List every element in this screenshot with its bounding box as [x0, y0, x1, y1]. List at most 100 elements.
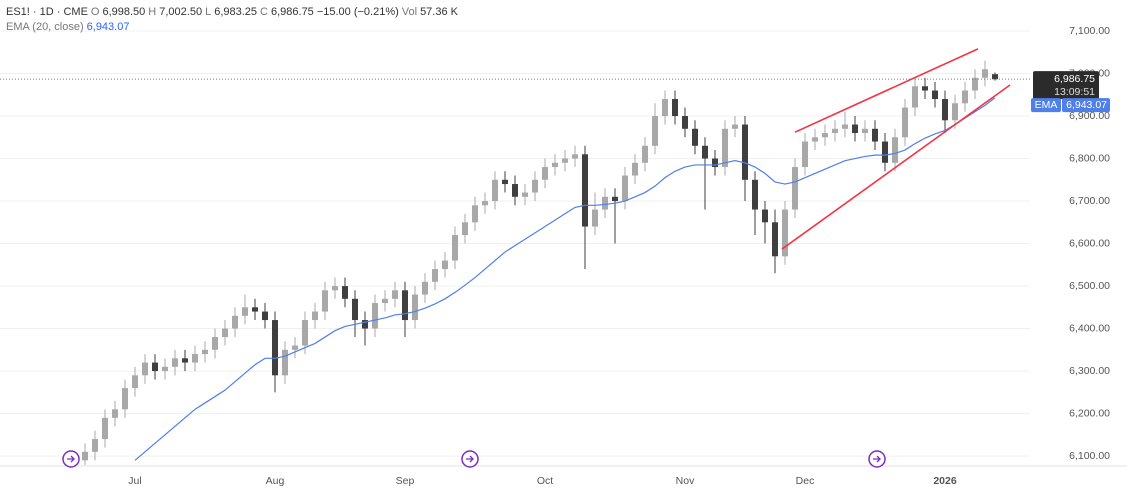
candle-body	[972, 77, 978, 91]
change: −15.00 (−0.21%)	[316, 6, 399, 18]
candle-body	[732, 124, 738, 129]
value: 6,986.75	[270, 6, 314, 18]
plot-layer	[0, 48, 1030, 465]
trend-line	[781, 84, 1011, 250]
candle-body	[602, 196, 608, 210]
candle-body	[252, 307, 258, 312]
candle-body	[772, 222, 778, 257]
candle-body	[612, 196, 618, 202]
candle-body	[572, 154, 578, 159]
x-tick-label: Oct	[537, 475, 553, 487]
value: 7,002.50	[159, 6, 203, 18]
candle-body	[822, 133, 828, 138]
candle-body	[622, 175, 628, 202]
x-tick-label: Jul	[128, 475, 141, 487]
ema-line	[134, 97, 996, 461]
candle-body	[552, 162, 558, 168]
trend-line	[794, 48, 979, 133]
candle-body	[802, 141, 808, 168]
y-tick-label: 6,200.00	[1069, 407, 1110, 419]
event-icon-glyph	[466, 455, 474, 463]
candle-body	[682, 116, 688, 129]
candle-body	[692, 128, 698, 146]
candle-body	[172, 358, 178, 367]
candle-body	[842, 124, 848, 129]
candle-body	[642, 145, 648, 163]
candle-body	[122, 388, 128, 410]
candle-body	[982, 69, 988, 78]
candle-body	[352, 298, 358, 321]
candle-body	[232, 315, 238, 329]
candle-body	[302, 320, 308, 346]
candle-body	[102, 417, 108, 440]
candle-body	[672, 99, 678, 117]
candle-body	[952, 103, 958, 121]
label: L	[205, 6, 212, 18]
candle-body	[712, 158, 718, 168]
event-icons	[62, 450, 886, 468]
candle-body	[332, 286, 338, 291]
candle-body	[312, 311, 318, 321]
candle-body	[902, 107, 908, 138]
candle-body	[662, 99, 668, 117]
label: C	[260, 6, 268, 18]
candle-body	[482, 201, 488, 206]
ema-tag-value-bg	[1062, 98, 1110, 113]
y-tick-label: 6,300.00	[1069, 365, 1110, 377]
indicator-name: EMA (20, close)	[6, 21, 84, 33]
candle-body	[282, 349, 288, 376]
event-icon-glyph	[67, 455, 75, 463]
candle-body	[652, 116, 658, 146]
value: 6,983.25	[214, 6, 258, 18]
candle-body	[942, 99, 948, 121]
indicator-value: 6,943.07	[86, 21, 130, 33]
candle-body	[322, 290, 328, 312]
candle-body	[372, 303, 378, 329]
candle-body	[192, 354, 198, 363]
candle-body	[222, 328, 228, 338]
legend-row: ES1! · 1D · CME O 6,998.50 H 7,002.50 L 6,9…	[6, 6, 458, 18]
candle-body	[382, 298, 388, 304]
y-tick-label: 6,500.00	[1069, 280, 1110, 292]
candle-body	[132, 375, 138, 389]
y-tick-label: 7,100.00	[1069, 25, 1110, 37]
ema-tag-name: EMA	[1035, 99, 1058, 111]
candle-body	[782, 209, 788, 257]
candle-body	[262, 311, 268, 321]
symbol: ES1! · 1D · CME	[6, 6, 88, 18]
candle-body	[152, 362, 158, 372]
price-tag	[1033, 71, 1099, 100]
candle-body	[832, 128, 838, 134]
candle-body	[702, 145, 708, 159]
y-tick-label: 6,100.00	[1069, 450, 1110, 462]
value: 6,998.50	[102, 6, 146, 18]
event-icon-glyph	[873, 455, 881, 463]
candle-body	[502, 179, 508, 185]
y-tick-label: 6,400.00	[1069, 322, 1110, 334]
candle-body	[432, 269, 438, 282]
candle-body	[912, 86, 918, 108]
label: Vol	[401, 6, 418, 18]
candle-body	[462, 222, 468, 236]
candle-body	[752, 179, 758, 210]
label: H	[148, 6, 157, 18]
candle-body	[512, 184, 518, 197]
x-tick-label: Nov	[676, 475, 695, 487]
candle-body	[582, 154, 588, 227]
candle-body	[92, 439, 98, 452]
candle-body	[932, 90, 938, 100]
label: O	[90, 6, 100, 18]
candle-body	[722, 128, 728, 168]
candle-body	[402, 290, 408, 321]
candle-body	[992, 74, 998, 80]
y-tick-label: 6,800.00	[1069, 152, 1110, 164]
indicator-row: EMA (20, close) 6,943.07	[6, 21, 129, 33]
candle-body	[562, 158, 568, 163]
candle-body	[522, 192, 528, 197]
y-tick-label: 6,700.00	[1069, 195, 1110, 207]
candle-body	[492, 179, 498, 202]
candle-body	[542, 167, 548, 180]
candle-body	[82, 451, 88, 461]
